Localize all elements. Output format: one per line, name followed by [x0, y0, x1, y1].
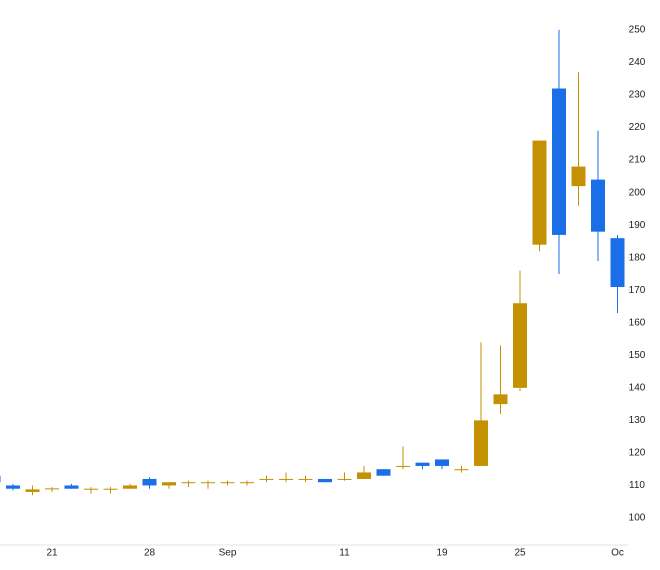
candle-body [240, 482, 254, 484]
candle-body [84, 488, 98, 490]
candle-body [337, 478, 352, 480]
candle-body [571, 166, 586, 187]
candle-body [298, 478, 313, 480]
y-tick-label: 240 [629, 57, 646, 68]
candle-body [142, 478, 157, 486]
candle-body [493, 394, 508, 405]
y-tick-label: 130 [629, 415, 646, 426]
candle-body [181, 482, 196, 484]
y-tick-label: 180 [629, 252, 646, 263]
y-tick-label: 200 [629, 187, 646, 198]
candle-body [474, 420, 488, 466]
x-tick-label: 19 [436, 548, 448, 559]
y-tick-label: 210 [629, 155, 646, 166]
y-tick-label: 190 [629, 220, 646, 231]
x-tick-label: 28 [144, 548, 156, 559]
x-tick-label: Sep [219, 548, 237, 559]
candle-body [435, 459, 449, 466]
x-tick-label: 11 [339, 548, 350, 559]
y-tick-label: 250 [629, 25, 646, 36]
candle-body [123, 485, 137, 489]
y-tick-label: 220 [629, 122, 646, 133]
candle-body [591, 179, 605, 232]
y-tick-label: 110 [629, 480, 645, 491]
candle-body [357, 472, 371, 479]
y-tick-label: 140 [629, 382, 646, 393]
candle-body [162, 482, 176, 486]
candle-body [415, 462, 430, 466]
candle-body [259, 478, 274, 480]
candle-body [454, 469, 469, 471]
x-tick-label: 21 [46, 548, 58, 559]
y-tick-label: 160 [629, 317, 646, 328]
candle-body [103, 488, 118, 490]
y-tick-label: 100 [629, 513, 646, 524]
candle-body [220, 482, 235, 484]
candle-body [318, 478, 332, 483]
y-tick-label: 150 [629, 350, 646, 361]
y-tick-label: 170 [629, 285, 646, 296]
candle-body [201, 482, 215, 484]
x-tick-label: Oc [611, 548, 624, 559]
candle-body [513, 303, 527, 388]
candle-body [376, 469, 391, 476]
candle-body [0, 475, 1, 483]
y-tick-label: 120 [629, 448, 646, 459]
candle-body [396, 465, 410, 467]
candle-body [610, 238, 625, 287]
candle-body [64, 485, 79, 489]
candle-body [532, 140, 547, 245]
candle-body [25, 489, 40, 492]
x-tick-label: 25 [514, 548, 526, 559]
y-tick-label: 230 [629, 90, 646, 101]
candle-body [552, 88, 566, 235]
candle-body [6, 485, 20, 489]
candle-body [45, 488, 59, 490]
candle-body [279, 478, 293, 480]
